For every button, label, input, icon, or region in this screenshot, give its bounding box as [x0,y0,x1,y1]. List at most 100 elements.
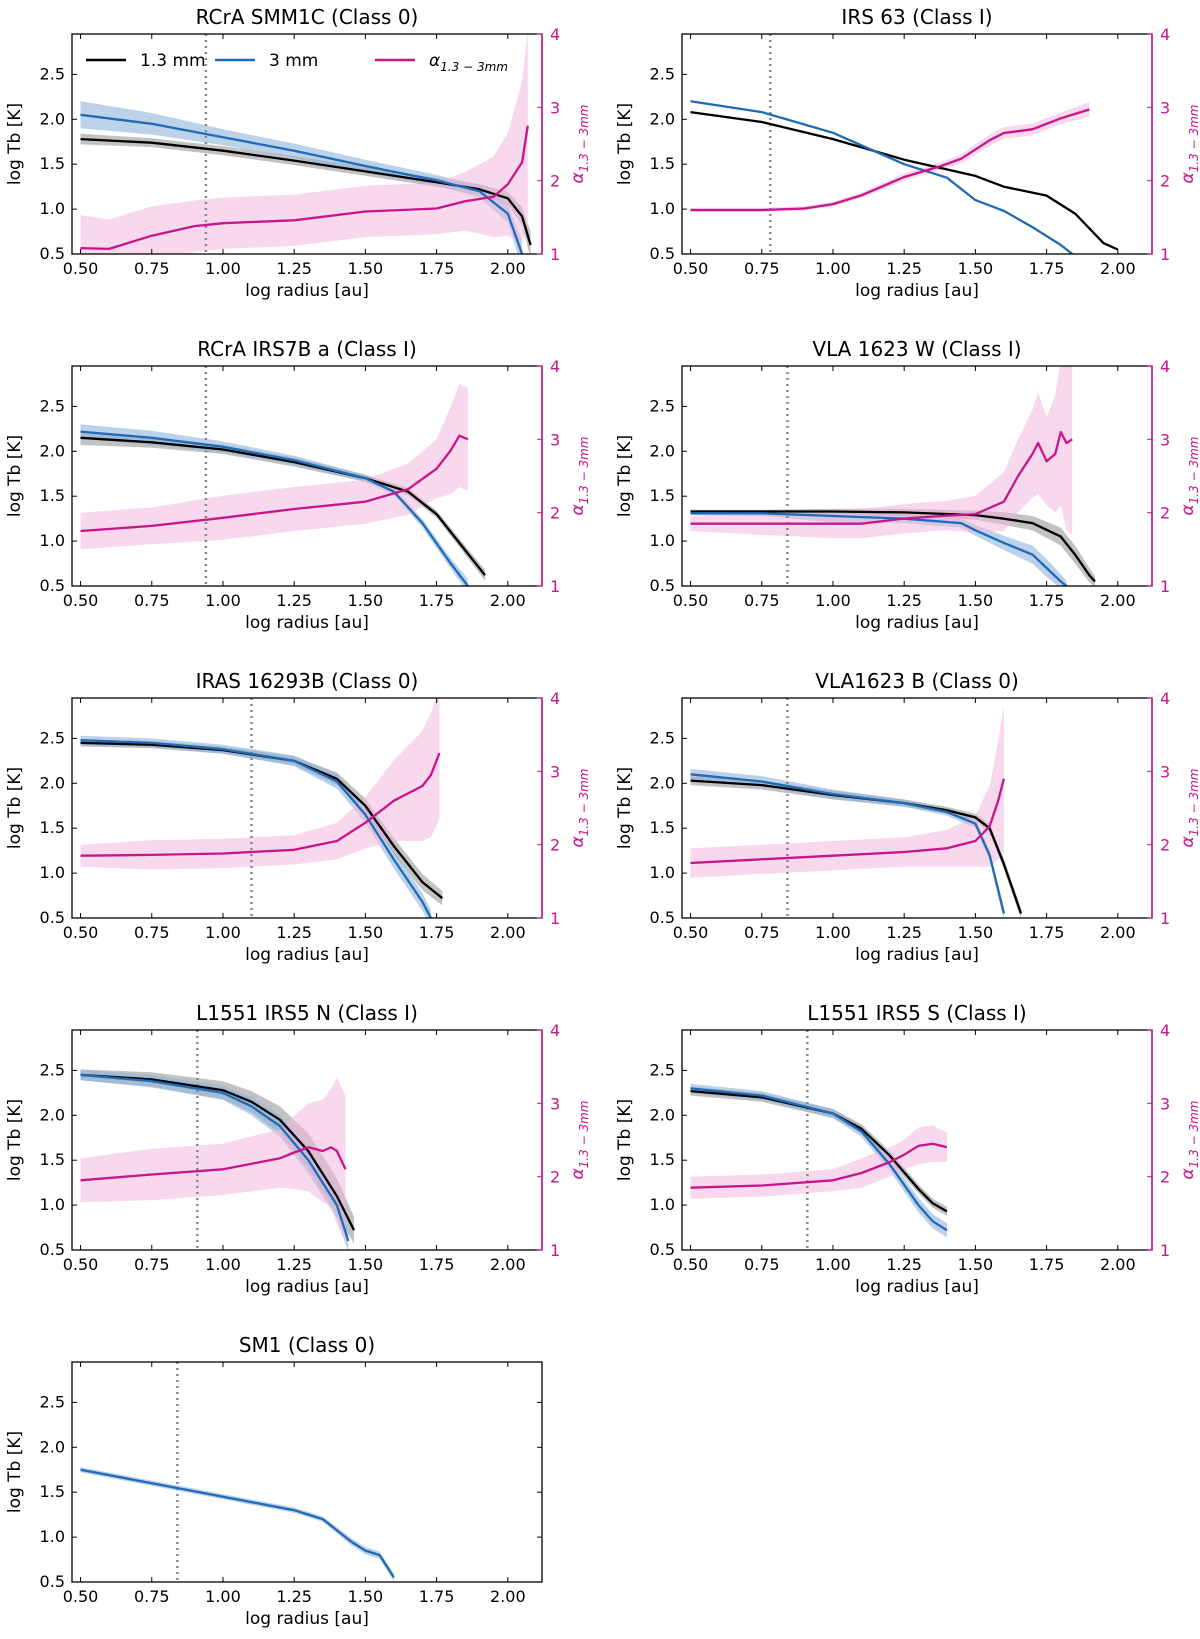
x-tick-label: 2.00 [1100,923,1136,942]
y2-tick-label: 2 [550,1168,560,1187]
y2-axis-label: α1.3 − 3mm [568,1101,591,1180]
line-3mm [80,430,469,586]
x-tick-label: 0.50 [673,1255,709,1274]
y-tick-label: 2.0 [650,1105,675,1124]
y-tick-label: 1.0 [40,199,65,218]
x-tick-label: 1.75 [1029,591,1065,610]
line-alpha [80,434,469,533]
y2-axis-label: α1.3 − 3mm [1178,769,1200,848]
x-tick-label: 2.00 [490,591,526,610]
y2-tick-label: 2 [1160,1168,1170,1187]
y-tick-label: 2.0 [40,109,65,128]
x-tick-label: 1.00 [815,259,851,278]
legend-3mm-label: 3 mm [269,51,318,71]
line-3mm [80,1073,350,1242]
x-tick-label: 1.00 [205,259,241,278]
line-1p3mm [80,1073,356,1231]
x-tick-label: 1.75 [419,1587,455,1606]
y-axis-label: log Tb [K] [615,103,635,185]
y-tick-label: 1.0 [650,531,675,550]
line-1p3mm [690,510,1096,583]
y-tick-label: 1.0 [40,863,65,882]
line-alpha [690,1142,948,1189]
y-tick-label: 0.5 [40,908,65,927]
x-tick-label: 1.75 [419,591,455,610]
x-tick-label: 0.75 [134,923,170,942]
y-tick-label: 0.5 [650,1240,675,1259]
x-tick-label: 1.25 [276,1255,312,1274]
y2-tick-label: 4 [1160,689,1170,708]
axes-frame [71,697,543,919]
plot-area [80,1362,395,1582]
x-tick-label: 2.00 [490,259,526,278]
x-tick-label: 0.50 [673,591,709,610]
y-tick-label: 2.5 [40,728,65,747]
y-tick-label: 2.0 [650,773,675,792]
y-tick-label: 2.5 [40,1392,65,1411]
y-tick-label: 1.5 [40,486,65,505]
y2-axis-label: α1.3 − 3mm [568,437,591,516]
x-tick-label: 0.50 [63,923,99,942]
plot-area [690,698,1023,918]
x-tick-label: 0.75 [134,1255,170,1274]
y-tick-label: 1.5 [650,154,675,173]
y-tick-label: 1.5 [40,1150,65,1169]
panel-4: 0.50 0.75 1.00 1.25 1.50 1.75 2.00 0.5 1.0 1.5 2.0… [615,337,1200,633]
legend-1p3mm-label: 1.3 mm [140,51,206,71]
x-tick-label: 1.75 [419,259,455,278]
y-tick-label: 2.0 [40,441,65,460]
line-alpha [80,752,441,857]
x-tick-label: 1.25 [276,1587,312,1606]
plot-area [690,1030,948,1250]
y-tick-label: 2.0 [40,773,65,792]
band-alpha [80,384,468,550]
x-axis-label: log radius [au] [855,1277,979,1297]
band-1p3mm [80,133,531,254]
x-tick-label: 1.50 [348,923,384,942]
y-tick-label: 0.5 [40,244,65,263]
y2-tick-label: 1 [550,245,560,264]
panel-title: VLA1623 B (Class 0) [815,669,1019,693]
x-tick-label: 2.00 [490,923,526,942]
panel-title: RCrA SMM1C (Class 0) [196,5,419,29]
y2-tick-label: 3 [550,430,560,449]
axes-frame [71,365,543,587]
x-tick-label: 1.25 [886,259,922,278]
x-tick-label: 1.00 [205,1587,241,1606]
y-tick-label: 1.0 [650,199,675,218]
plot-area [80,698,444,918]
y2-tick-label: 3 [1160,430,1170,449]
x-axis-label: log radius [au] [855,945,979,965]
x-tick-label: 0.75 [744,923,780,942]
y-tick-label: 2.0 [650,109,675,128]
x-tick-label: 1.25 [886,1255,922,1274]
x-tick-label: 1.50 [958,923,994,942]
x-tick-label: 1.25 [276,259,312,278]
y-tick-label: 1.0 [40,1527,65,1546]
y-tick-label: 2.5 [650,728,675,747]
y2-tick-label: 2 [1160,504,1170,523]
y2-tick-label: 4 [550,1021,560,1040]
y2-tick-label: 2 [1160,172,1170,191]
axes-frame [71,1361,543,1583]
y2-axis-label: α1.3 − 3mm [568,769,591,848]
x-tick-label: 1.75 [1029,259,1065,278]
x-tick-label: 0.50 [673,259,709,278]
panel-6: 0.50 0.75 1.00 1.25 1.50 1.75 2.00 0.5 1.0 1.5 2.0… [615,669,1200,965]
line-3mm [80,1468,395,1579]
band-alpha [80,34,528,254]
y-tick-label: 1.5 [40,1482,65,1501]
line-3mm [690,1087,948,1232]
y-tick-label: 0.5 [40,576,65,595]
panel-title: RCrA IRS7B a (Class I) [197,337,417,361]
panel-title: VLA 1623 W (Class I) [812,337,1021,361]
panel-9: 0.50 0.75 1.00 1.25 1.50 1.75 2.00 0.5 1.0 1.5 2.0… [5,1333,543,1629]
y-axis-label: log Tb [K] [5,1431,25,1513]
y2-tick-label: 4 [1160,357,1170,376]
y-tick-label: 2.5 [40,64,65,83]
panel-2: 0.50 0.75 1.00 1.25 1.50 1.75 2.00 0.5 1.0 1.5 2.0… [615,5,1200,301]
y-tick-label: 1.5 [40,154,65,173]
y2-tick-label: 4 [1160,25,1170,44]
y-tick-label: 0.5 [650,908,675,927]
